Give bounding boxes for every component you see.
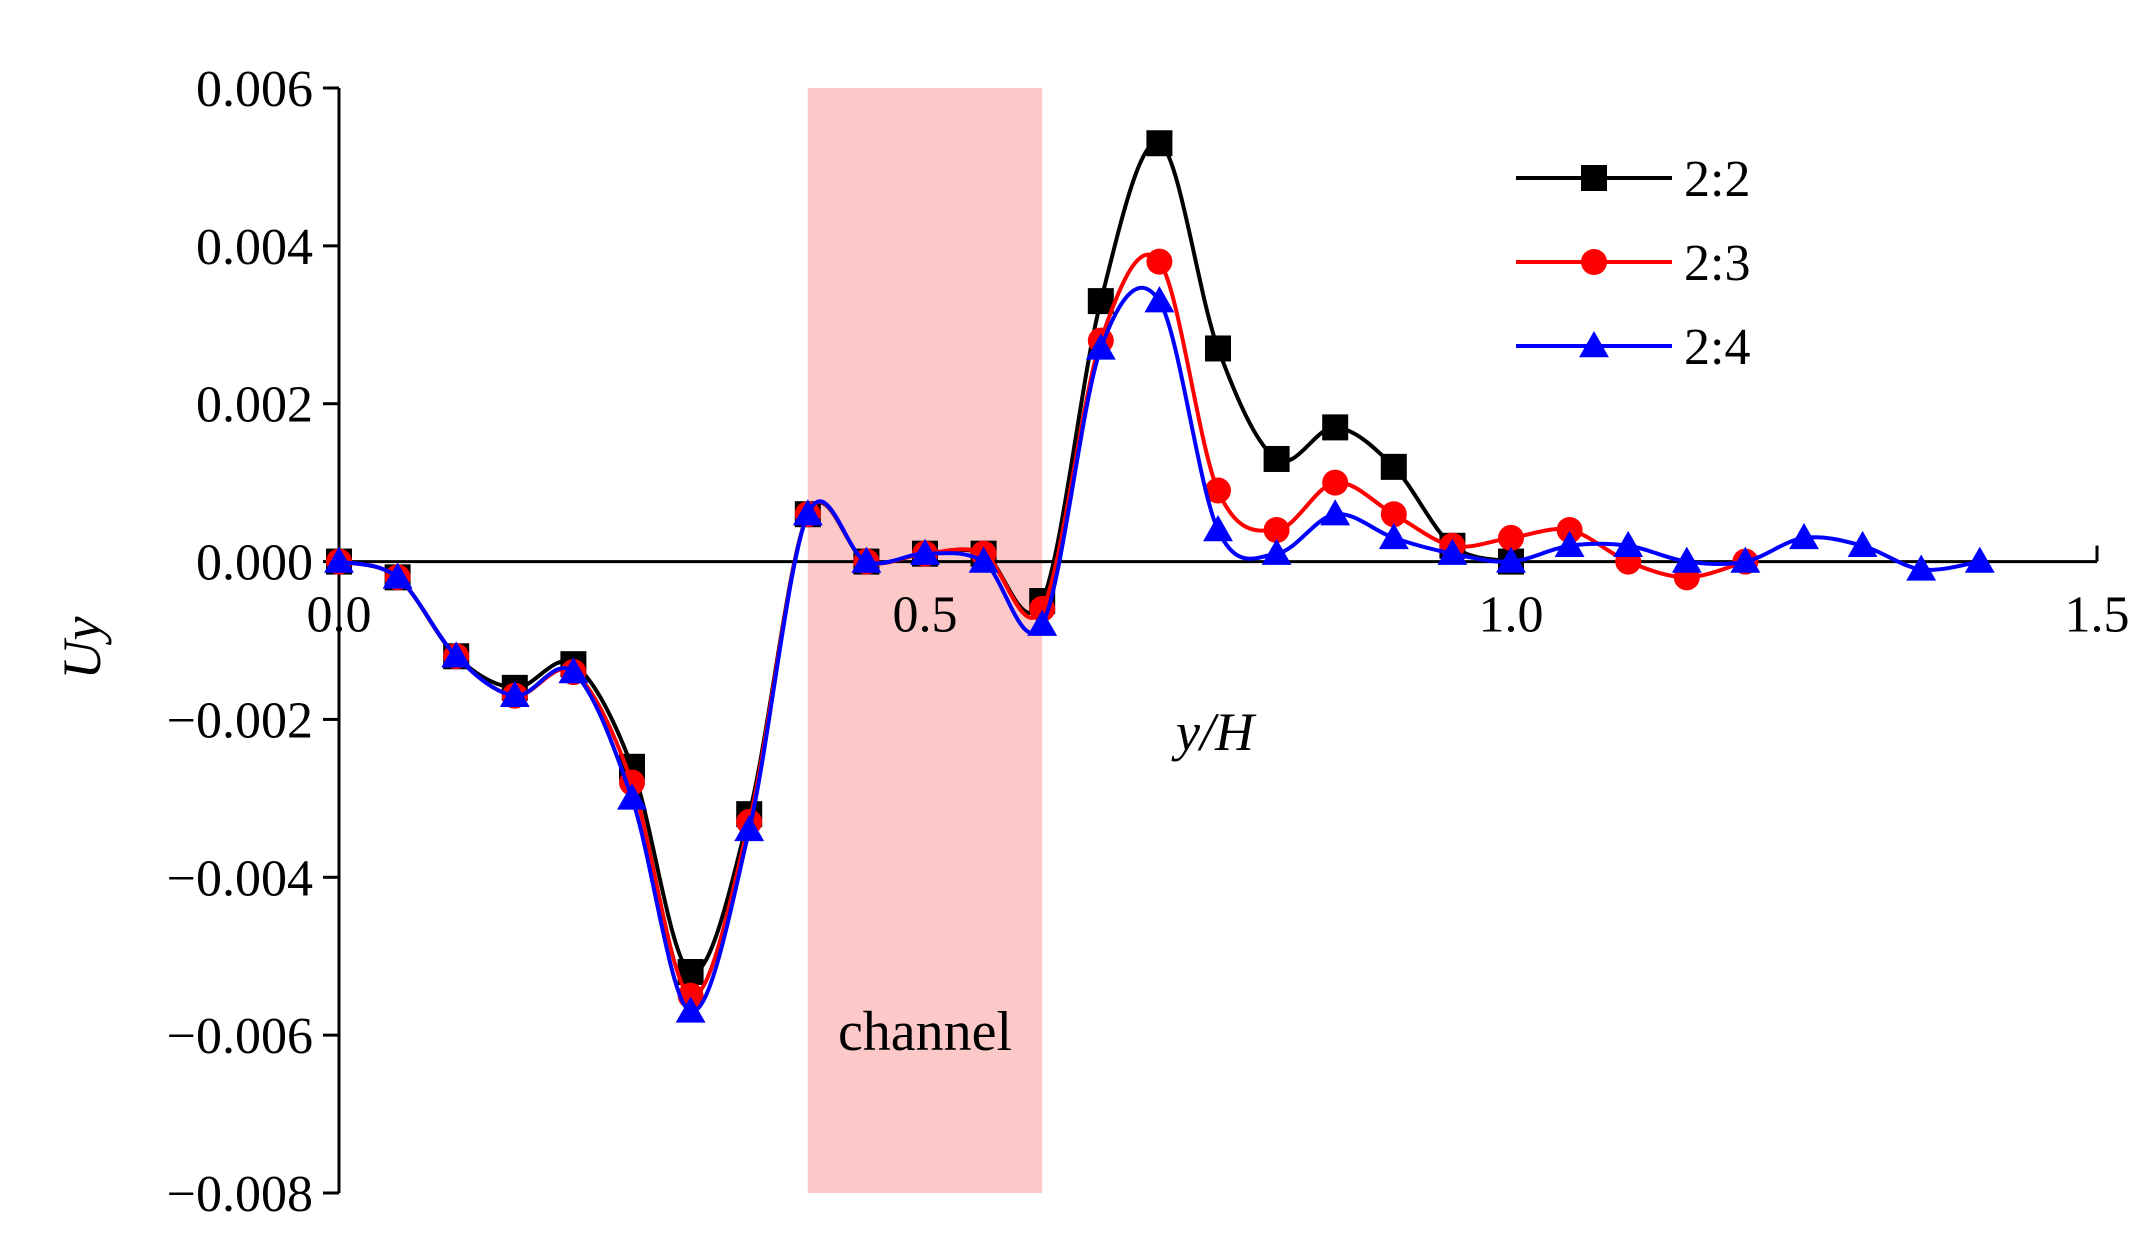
legend-item: 2:4 [1516,319,1750,376]
legend-label: 2:3 [1684,235,1750,292]
data-point [1085,333,1116,360]
data-point [617,783,647,810]
y-axis-title: Uy [52,616,112,679]
data-point [968,546,999,573]
channel-label: channel [838,1001,1012,1063]
data-point [734,814,765,842]
x-tick-label: 0.5 [893,587,958,644]
y-tick-label: 0.006 [196,61,313,118]
data-point [382,562,413,589]
data-point [324,546,354,573]
data-point [1205,477,1231,504]
data-point [1146,248,1173,275]
data-point [851,546,882,573]
y-tick-label: −0.004 [167,850,313,907]
channel-region [807,88,1043,1193]
x-tick-label: 1.0 [1479,587,1544,644]
y-tick-label: 0.002 [196,377,313,434]
data-point [1496,546,1526,573]
legend-marker [1581,165,1607,191]
data-point [1380,501,1407,528]
legend-item: 2:3 [1516,235,1750,292]
data-point [910,538,940,565]
data-point [1964,546,1995,573]
data-point [1322,414,1349,441]
series-3 [324,285,1995,1023]
legend-label: 2:4 [1684,319,1750,376]
data-point [1613,530,1644,557]
x-tick-label: 0.0 [307,587,372,644]
data-point [792,499,823,526]
data-point [1380,453,1407,480]
y-tick-label: −0.006 [167,1008,313,1065]
data-point [1322,469,1349,496]
x-tick-label: 1.5 [2065,587,2130,644]
series-layer [324,130,1995,1023]
data-point [1730,546,1761,573]
data-point [558,657,589,684]
data-point [1556,517,1583,543]
data-point [1261,538,1292,565]
data-point [1320,499,1351,526]
legend-marker [1581,249,1607,275]
y-tick-label: 0.004 [196,219,313,276]
data-point [1906,554,1937,581]
y-tick-label: −0.008 [167,1166,313,1223]
data-point [675,996,706,1023]
data-point [1205,335,1231,362]
data-point [1027,609,1058,636]
data-point [1498,524,1524,551]
data-point [1087,288,1114,315]
data-point [1144,286,1175,313]
data-point [499,680,530,707]
legend-marker [1579,331,1609,358]
data-point [1671,546,1702,573]
y-axis-ticks: 0.006 0.004 0.002 0.000 −0.002 −0.004 −0.006 −0… [167,61,339,1223]
legend: 2:2 2:3 2:4 [1516,151,1750,376]
data-point [1203,515,1233,542]
data-point [1847,530,1878,557]
legend-label: 2:2 [1684,151,1750,208]
series-line [338,285,1981,1014]
data-point [1789,522,1819,550]
data-point [1437,538,1468,565]
data-point [1263,445,1290,472]
legend-item: 2:2 [1516,151,1750,208]
data-point [1554,530,1585,557]
data-point [1146,130,1173,157]
data-point [1263,517,1290,543]
y-tick-label: 0.000 [196,535,313,592]
data-point [1378,522,1409,550]
data-point [441,641,472,668]
y-tick-label: −0.002 [167,692,313,749]
x-axis-title: y/H [1171,702,1257,762]
